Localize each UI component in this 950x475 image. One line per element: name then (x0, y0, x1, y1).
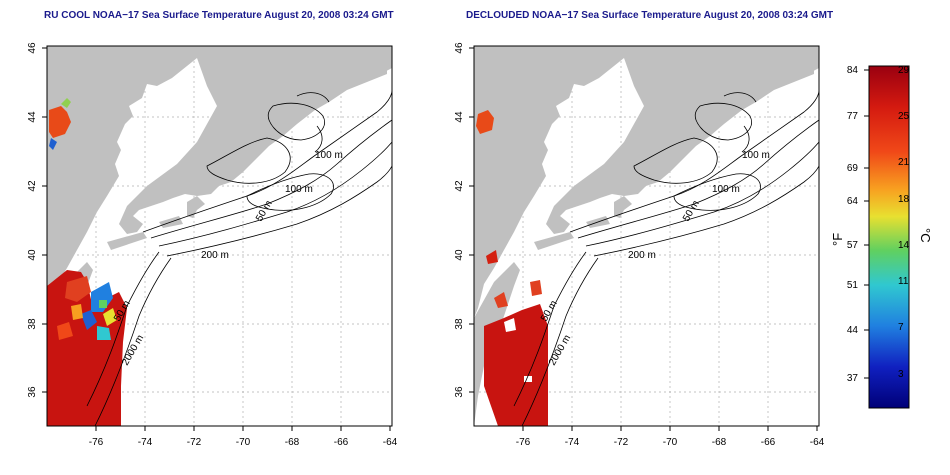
right-contour-label-100m-a: 100 m (742, 150, 770, 161)
colorbar-celsius-label: 14 (898, 240, 910, 251)
x-tick-label: -76 (89, 437, 104, 448)
x-tick-label: -66 (761, 437, 776, 448)
colorbar-fahrenheit-label: 77 (847, 111, 859, 122)
y-tick-label: 40 (454, 249, 465, 261)
right-contour-label-200m: 200 m (628, 250, 656, 261)
colorbar-fahrenheit-label: 51 (847, 280, 859, 291)
colorbar-celsius-label: 3 (898, 369, 904, 380)
colorbar: 84 77 69 64 57 51 44 37 29 25 21 18 14 11 7 3 °F °C (830, 65, 933, 409)
x-tick-label: -76 (516, 437, 531, 448)
colorbar-celsius-label: 29 (898, 65, 910, 76)
colorbar-fahrenheit-label: 69 (847, 163, 859, 174)
y-tick-label: 44 (454, 111, 465, 123)
x-tick-label: -64 (383, 437, 398, 448)
y-tick-label: 46 (454, 42, 465, 54)
y-tick-label: 40 (27, 249, 38, 261)
colorbar-celsius-label: 7 (898, 322, 904, 333)
left-map-sst-data (47, 98, 127, 426)
x-tick-label: -64 (810, 437, 825, 448)
colorbar-fahrenheit-label: 37 (847, 373, 859, 384)
y-tick-label: 42 (27, 180, 38, 192)
right-contour-label-100m-b: 100 m (712, 184, 740, 195)
right-axis-ticks: -76 -74 -72 -70 -68 -66 -64 36 38 40 42 44 46 (454, 42, 825, 448)
left-contour-label-200m: 200 m (201, 250, 229, 261)
colorbar-gradient-bar (868, 65, 910, 409)
colorbar-ticks: 84 77 69 64 57 51 44 37 29 25 21 18 14 11 7 3 (847, 65, 910, 384)
colorbar-fahrenheit-label: 84 (847, 65, 859, 76)
left-axis-ticks: -76 -74 -72 -70 -68 -66 -64 36 38 40 42 44 46 (27, 42, 398, 448)
colorbar-celsius-label: 18 (898, 194, 910, 205)
colorbar-unit-fahrenheit: °F (830, 233, 845, 246)
left-map-panel: 100 m 100 m 50 m 200 m 50 m 2000 m (46, 45, 393, 427)
colorbar-celsius-label: 11 (898, 276, 909, 287)
x-tick-label: -74 (565, 437, 580, 448)
y-tick-label: 42 (454, 180, 465, 192)
y-tick-label: 36 (27, 386, 38, 398)
y-tick-label: 38 (454, 318, 465, 330)
x-tick-label: -72 (614, 437, 629, 448)
y-tick-label: 36 (454, 386, 465, 398)
x-tick-label: -68 (712, 437, 727, 448)
left-contour-label-100m-a: 100 m (315, 150, 343, 161)
x-tick-label: -66 (334, 437, 349, 448)
right-panel-title: DECLOUDED NOAA−17 Sea Surface Temperatur… (466, 10, 834, 21)
colorbar-fahrenheit-label: 64 (847, 196, 859, 207)
x-tick-label: -72 (187, 437, 202, 448)
left-map-frame (46, 45, 393, 427)
x-tick-label: -68 (285, 437, 300, 448)
y-tick-label: 38 (27, 318, 38, 330)
colorbar-fahrenheit-label: 44 (847, 325, 859, 336)
right-map-sst-data (476, 110, 548, 426)
x-tick-label: -70 (663, 437, 678, 448)
y-tick-label: 44 (27, 111, 38, 123)
left-panel-title: RU COOL NOAA−17 Sea Surface Temperature … (44, 10, 394, 21)
x-tick-label: -70 (236, 437, 251, 448)
y-tick-label: 46 (27, 42, 38, 54)
colorbar-celsius-label: 25 (898, 111, 910, 122)
colorbar-unit-celsius: °C (918, 228, 933, 243)
colorbar-celsius-label: 21 (898, 157, 910, 168)
colorbar-fahrenheit-label: 57 (847, 240, 859, 251)
left-contour-label-100m-b: 100 m (285, 184, 313, 195)
right-map-panel: 100 m 100 m 50 m 200 m 50 m 2000 m (473, 45, 820, 427)
right-map-frame (473, 45, 820, 427)
x-tick-label: -74 (138, 437, 153, 448)
